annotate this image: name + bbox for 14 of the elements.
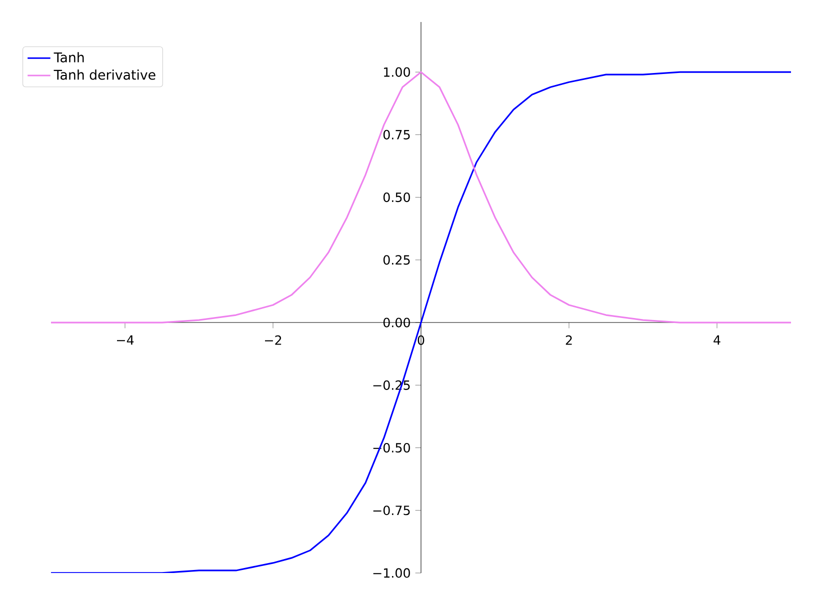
y-tick-label: 0.00 bbox=[383, 318, 410, 328]
y-tick-label: −0.75 bbox=[373, 506, 410, 516]
y-tick-label: 0.75 bbox=[383, 130, 410, 140]
x-tick-label: −2 bbox=[265, 335, 282, 345]
x-tick-label: −4 bbox=[117, 335, 134, 345]
legend-label: Tanh derivative bbox=[54, 69, 156, 80]
x-tick-label: 2 bbox=[566, 335, 572, 345]
x-tick-label: 4 bbox=[714, 335, 720, 345]
y-tick-label: 1.00 bbox=[384, 67, 410, 77]
legend-label: Tanh bbox=[54, 52, 84, 62]
y-tick-label: 0.25 bbox=[383, 255, 410, 265]
y-tick-label: 0.50 bbox=[383, 192, 410, 202]
y-tick-label: −1.00 bbox=[373, 568, 410, 578]
x-tick-label: 0 bbox=[418, 335, 424, 345]
